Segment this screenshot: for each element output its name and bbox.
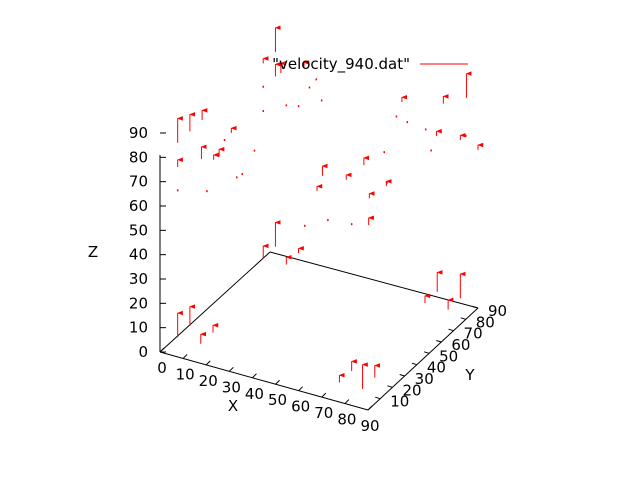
- x-tick-label: 90: [360, 417, 379, 435]
- x-tick-label: 20: [199, 372, 218, 390]
- x-tick-label: 0: [157, 359, 167, 377]
- tick-marks: [159, 132, 479, 411]
- x-tick-mark: [344, 399, 350, 404]
- y-tick-mark: [387, 385, 393, 388]
- y-tick-label: 20: [402, 381, 421, 399]
- x-tick-mark: [321, 392, 327, 398]
- y-tick-label: 70: [464, 325, 483, 343]
- legend-entry-label: "velocity_940.dat": [272, 55, 410, 74]
- z-tick-label: 60: [129, 197, 148, 215]
- z-tick-label: 20: [129, 294, 148, 312]
- legend: "velocity_940.dat": [272, 55, 468, 74]
- vector-arrows: [176, 25, 484, 389]
- x-tick-label: 10: [176, 365, 195, 383]
- x-tick-mark: [298, 386, 304, 392]
- y-tick-mark: [375, 396, 381, 400]
- tick-labels: 0 10 20 30 40 50 60 70 80 90102030405060708090010…: [129, 124, 507, 435]
- z-axis-label: Z: [88, 243, 98, 261]
- z-tick-label: 10: [129, 319, 148, 337]
- z-tick-label: 70: [129, 173, 148, 191]
- z-tick-label: 40: [129, 246, 148, 264]
- y-tick-label: 30: [415, 370, 434, 388]
- z-tick-label: 50: [129, 221, 148, 239]
- x-tick-label: 30: [222, 378, 241, 396]
- y-tick-mark: [423, 351, 430, 354]
- x-tick-label: 40: [245, 385, 264, 403]
- x-tick-mark: [228, 366, 234, 372]
- base-edge-x: [159, 351, 369, 411]
- y-tick-label: 50: [439, 347, 458, 365]
- base-edge-back-y: [159, 251, 271, 353]
- x-tick-label: 80: [337, 411, 356, 429]
- y-tick-mark: [399, 374, 405, 377]
- x-tick-label: 70: [314, 404, 333, 422]
- base-edge-y: [367, 307, 479, 411]
- x-tick-label: 60: [291, 398, 310, 416]
- x-tick-mark: [367, 405, 373, 411]
- x-tick-mark: [205, 360, 211, 366]
- x-tick-mark: [275, 379, 280, 385]
- y-tick-mark: [448, 328, 454, 332]
- x-tick-mark: [159, 347, 165, 353]
- base-edge-back-x: [269, 251, 479, 309]
- y-tick-label: 80: [476, 313, 495, 331]
- z-tick-label: 80: [129, 148, 148, 166]
- x-tick-label: 50: [268, 391, 287, 409]
- y-tick-label: 40: [427, 359, 446, 377]
- x-tick-mark: [182, 354, 188, 359]
- z-tick-label: 0: [138, 343, 148, 361]
- y-tick-label: 10: [390, 393, 409, 411]
- y-tick-label: 90: [488, 302, 507, 320]
- x-tick-mark: [252, 373, 257, 379]
- z-tick-label: 90: [129, 124, 148, 142]
- x-axis-label: X: [228, 397, 238, 415]
- z-tick-label: 30: [129, 270, 148, 288]
- y-axis-label: Y: [464, 366, 475, 384]
- y-tick-mark: [460, 317, 466, 320]
- y-tick-mark: [411, 362, 418, 366]
- y-tick-label: 60: [451, 336, 470, 354]
- y-tick-mark: [436, 340, 442, 343]
- y-tick-mark: [472, 306, 479, 309]
- axes-frame: [159, 155, 479, 411]
